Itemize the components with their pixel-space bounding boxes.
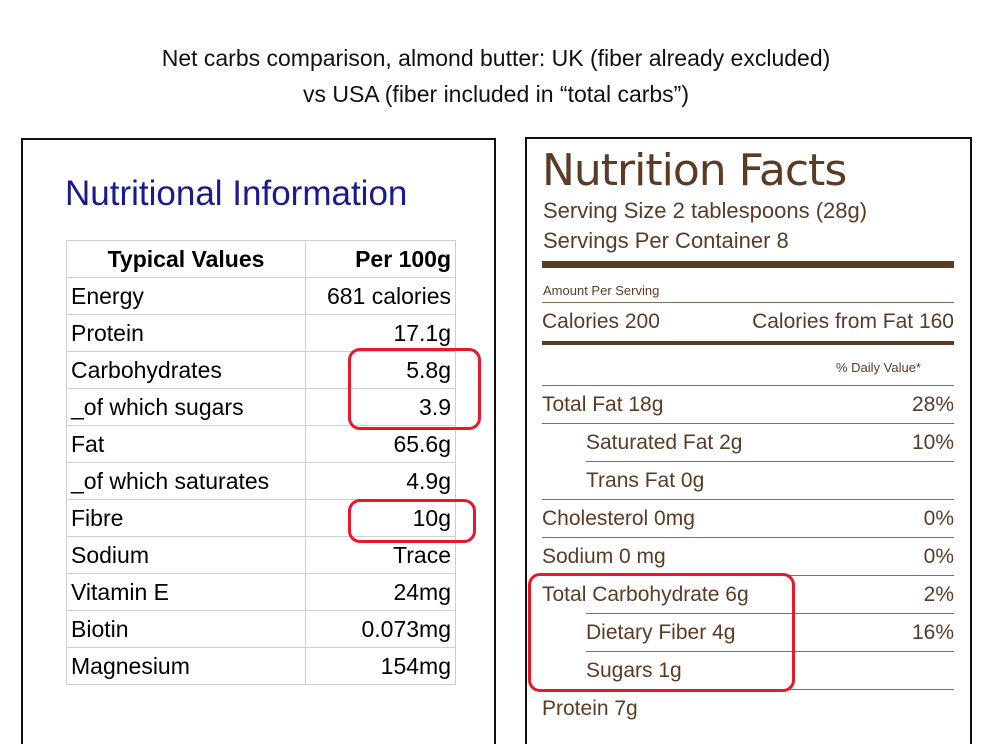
nutrient-value: 0.073mg bbox=[305, 610, 456, 648]
list-item: Protein 7g bbox=[542, 692, 954, 726]
servings-per-container: Servings Per Container 8 bbox=[543, 228, 789, 253]
table-row: Vitamin E 24mg bbox=[66, 573, 456, 611]
nutrient-label: Dietary Fiber 4g bbox=[586, 621, 736, 644]
nutrient-label: Sugars 1g bbox=[586, 659, 682, 682]
uk-label-title: Nutritional Information bbox=[65, 174, 408, 213]
list-item: Saturated Fat 2g 10% bbox=[542, 426, 954, 460]
nutrient-label: Total Fat 18g bbox=[542, 393, 664, 416]
list-item: Total Fat 18g 28% bbox=[542, 388, 954, 422]
nutrient-label: Fat bbox=[66, 425, 306, 463]
uk-carbs-sugars-highlight bbox=[348, 348, 481, 430]
table-row: Fat 65.6g bbox=[66, 425, 456, 463]
nutrient-label: Carbohydrates bbox=[66, 351, 306, 389]
nutrient-label: Energy bbox=[66, 277, 306, 315]
uk-nutrition-table: Typical Values Per 100g Energy 681 calori… bbox=[66, 240, 456, 685]
daily-value: 0% bbox=[923, 545, 954, 568]
amount-per-serving: Amount Per Serving bbox=[543, 283, 660, 298]
medium-divider bbox=[542, 341, 954, 345]
nutrient-value: 10g bbox=[305, 499, 456, 537]
daily-value: 2% bbox=[923, 583, 954, 606]
thin-divider bbox=[586, 651, 954, 652]
nutrient-value: 681 calories bbox=[305, 277, 456, 315]
nutrient-value: 24mg bbox=[305, 573, 456, 611]
thin-divider bbox=[542, 537, 954, 538]
daily-value: 28% bbox=[911, 393, 954, 416]
uk-header-typical-values: Typical Values bbox=[66, 240, 306, 278]
nutrient-label: Sodium 0 mg bbox=[542, 545, 666, 568]
daily-value: 10% bbox=[911, 431, 954, 454]
nutrient-label: Fibre bbox=[66, 499, 306, 537]
nutrient-label: Biotin bbox=[66, 610, 306, 648]
list-item: Trans Fat 0g bbox=[542, 464, 954, 498]
table-row: Magnesium 154mg bbox=[66, 647, 456, 685]
nutrient-value: 4.9g bbox=[305, 462, 456, 500]
us-carbohydrate-highlight bbox=[528, 573, 795, 692]
nutrient-label: Protein bbox=[66, 314, 306, 352]
serving-size: Serving Size 2 tablespoons (28g) bbox=[543, 198, 868, 223]
nutrient-label: Cholesterol 0mg bbox=[542, 507, 695, 530]
us-label-title: Nutrition Facts bbox=[542, 145, 847, 196]
list-item: Cholesterol 0mg 0% bbox=[542, 502, 954, 536]
list-item: Dietary Fiber 4g 16% bbox=[542, 616, 954, 650]
list-item: Total Carbohydrate 6g 2% bbox=[542, 578, 954, 612]
nutrient-value: 65.6g bbox=[305, 425, 456, 463]
us-nutrition-facts-label: Nutrition Facts Serving Size 2 tablespoo… bbox=[525, 137, 972, 744]
nutrient-label: Sodium bbox=[66, 536, 306, 574]
nutrient-value: 5.8g bbox=[305, 351, 456, 389]
calories: Calories 200 bbox=[542, 310, 660, 333]
nutrient-value: 17.1g bbox=[305, 314, 456, 352]
list-item: Sodium 0 mg 0% bbox=[542, 540, 954, 574]
table-row: _of which saturates 4.9g bbox=[66, 462, 456, 500]
nutrient-label: Saturated Fat 2g bbox=[586, 431, 743, 454]
caption-line-1: Net carbs comparison, almond butter: UK … bbox=[161, 45, 831, 71]
uk-header-per-100g: Per 100g bbox=[305, 240, 456, 278]
nutrient-label: Protein 7g bbox=[542, 697, 638, 720]
nutrient-label: Trans Fat 0g bbox=[586, 469, 705, 492]
table-row: Energy 681 calories bbox=[66, 277, 456, 315]
nutrient-label: _of which sugars bbox=[66, 388, 306, 426]
nutrient-value: 154mg bbox=[305, 647, 456, 685]
table-row: Carbohydrates 5.8g bbox=[66, 351, 456, 389]
nutrient-label: Magnesium bbox=[66, 647, 306, 685]
table-row: Biotin 0.073mg bbox=[66, 610, 456, 648]
uk-table-header-row: Typical Values Per 100g bbox=[66, 240, 456, 278]
thin-divider bbox=[586, 461, 954, 462]
daily-value: 0% bbox=[923, 507, 954, 530]
caption-line-2: vs USA (fiber included in “total carbs”) bbox=[302, 81, 690, 107]
nutrient-label: Total Carbohydrate 6g bbox=[542, 583, 749, 606]
table-row: Protein 17.1g bbox=[66, 314, 456, 352]
nutrient-label: _of which saturates bbox=[66, 462, 306, 500]
thin-divider bbox=[542, 423, 954, 424]
daily-value: 16% bbox=[911, 621, 954, 644]
daily-value-header: % Daily Value* bbox=[835, 360, 921, 375]
list-item: Sugars 1g bbox=[542, 654, 954, 688]
uk-nutrition-label: Nutritional Information Typical Values P… bbox=[21, 138, 496, 744]
calories-row: Calories 200 Calories from Fat 160 bbox=[542, 305, 954, 339]
thin-divider bbox=[542, 302, 954, 303]
uk-fibre-highlight bbox=[348, 499, 476, 543]
thin-divider bbox=[542, 499, 954, 500]
nutrient-label: Vitamin E bbox=[66, 573, 306, 611]
thin-divider bbox=[542, 385, 954, 386]
thin-divider bbox=[586, 613, 954, 614]
calories-from-fat: Calories from Fat 160 bbox=[752, 310, 954, 333]
thick-divider bbox=[542, 261, 954, 268]
comparison-caption: Net carbs comparison, almond butter: UK … bbox=[0, 40, 992, 112]
